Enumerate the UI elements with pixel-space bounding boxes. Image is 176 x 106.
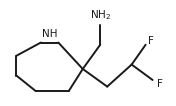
Text: F: F (157, 79, 162, 89)
Text: F: F (148, 36, 154, 46)
Text: NH: NH (42, 29, 57, 39)
Text: NH$_2$: NH$_2$ (90, 8, 111, 22)
